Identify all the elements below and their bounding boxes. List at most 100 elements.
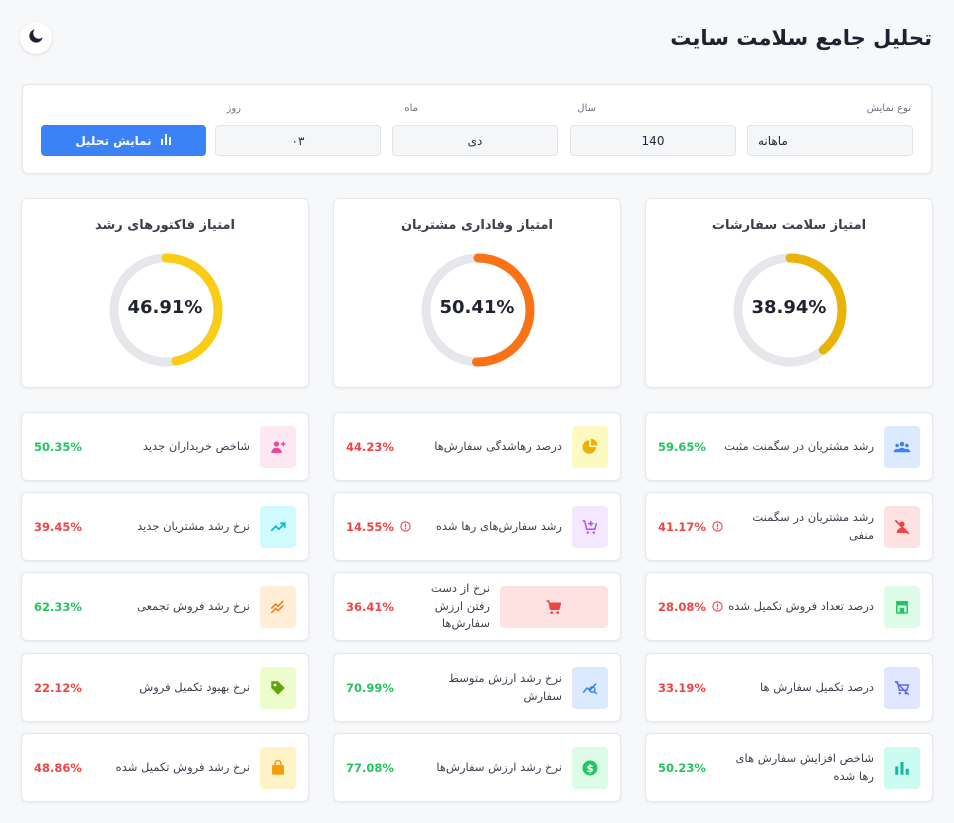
metric-icon-tile: [572, 426, 608, 468]
metric-label: نرخ از دست رفتن ارزش سفارش‌ها: [430, 580, 490, 631]
filter-panel: نوع نمایش ماهانه سال 140 ماه دی روز ۰۳ ن…: [22, 84, 932, 174]
cart-off-icon: [893, 679, 911, 697]
metric-label: نرخ رشد فروش تجمعی: [136, 598, 250, 613]
metric-card: شاخص افزایش سفارش های رها شده 50.23%: [645, 733, 933, 802]
metric-value-group: 70.99%: [346, 654, 394, 721]
metric-label: نرخ رشد مشتریان جدید: [137, 518, 250, 533]
dollar-coin-icon: $: [581, 759, 599, 777]
metric-card: شاخص خریداران جدید 50.35%: [21, 412, 309, 481]
display-type-select[interactable]: ماهانه: [747, 125, 913, 156]
metric-icon-tile: [884, 506, 920, 548]
metric-value: 36.41%: [346, 599, 394, 614]
gauge-ring: [733, 253, 847, 367]
metric-value-group: 28.08%: [658, 573, 723, 640]
metric-value: 41.17%: [658, 519, 706, 534]
metric-value-group: 77.08%: [346, 734, 394, 801]
gauge-value: 46.91%: [127, 297, 203, 318]
metric-card: $ نرخ رشد ارزش سفارش‌ها 77.08%: [333, 733, 621, 802]
pie-chart-icon: [581, 438, 599, 456]
moon-icon: [27, 27, 45, 49]
metric-card: درصد رهاشدگی سفارش‌ها 44.23%: [333, 412, 621, 481]
display-type-label: نوع نمایش: [866, 103, 911, 114]
metric-card: نرخ رشد فروش تجمعی 62.33%: [21, 572, 309, 641]
metric-icon-tile: [884, 586, 920, 628]
store-icon: [893, 598, 911, 616]
gauge-title: امتیاز وفاداری مشتریان: [400, 218, 554, 233]
day-select[interactable]: ۰۳: [215, 125, 381, 156]
metric-label: نرخ رشد ارزش سفارش‌ها: [436, 759, 562, 774]
metric-card: نرخ رشد فروش تکمیل شده 48.86%: [21, 733, 309, 802]
metric-icon-tile: [884, 426, 920, 468]
metric-value: 48.86%: [34, 760, 82, 775]
metric-card: نرخ رشد ارزش متوسط سفارش 70.99%: [333, 653, 621, 722]
metric-icon-tile: [260, 426, 296, 468]
bar-chart-icon: [160, 133, 172, 148]
metric-label: رشد سفارش‌های رها شده: [435, 518, 562, 533]
year-field: سال 140: [570, 103, 736, 156]
metric-label: شاخص خریداران جدید: [142, 438, 250, 453]
user-plus-icon: [269, 438, 287, 456]
day-label: روز: [226, 103, 242, 114]
metric-value-group: 62.33%: [34, 573, 82, 640]
metric-value: 28.08%: [658, 599, 706, 614]
metric-value-group: 48.86%: [34, 734, 82, 801]
gauge-value: 38.94%: [751, 297, 827, 318]
metric-value: 22.12%: [34, 680, 82, 695]
metric-label: درصد رهاشدگی سفارش‌ها: [434, 438, 562, 453]
cart-plus-icon: [581, 518, 599, 536]
metric-label: رشد مشتریان در سگمنت مثبت: [724, 438, 874, 453]
user-off-icon: [893, 518, 911, 536]
metric-value-group: 44.23%: [346, 413, 394, 480]
metric-value: 39.45%: [34, 519, 82, 534]
metric-value-group: 41.17%: [658, 493, 723, 560]
cart-icon: [545, 598, 563, 616]
month-label: ماه: [404, 103, 418, 114]
warning-icon: [712, 601, 723, 612]
gauge-value: 50.41%: [439, 297, 515, 318]
warning-icon: [712, 521, 723, 532]
metric-label: نرخ رشد فروش تکمیل شده: [115, 759, 250, 774]
metric-value: 50.23%: [658, 760, 706, 775]
metric-card: درصد تعداد فروش تکمیل شده 28.08%: [645, 572, 933, 641]
gauge-ring: [421, 253, 535, 367]
metric-label: رشد مشتریان در سگمنت منفی: [752, 509, 874, 542]
metric-value: 77.08%: [346, 760, 394, 775]
metric-label: شاخص افزایش سفارش های رها شده: [735, 750, 874, 783]
metric-card: نرخ بهبود تکمیل فروش 22.12%: [21, 653, 309, 722]
show-analysis-label: نمایش تحلیل: [75, 133, 152, 148]
metric-label: نرخ بهبود تکمیل فروش: [139, 679, 250, 694]
metric-value-group: 39.45%: [34, 493, 82, 560]
display-type-field: نوع نمایش ماهانه: [747, 103, 913, 156]
year-input[interactable]: 140: [570, 125, 736, 156]
metric-label: درصد تعداد فروش تکمیل شده: [728, 598, 874, 613]
gauge-progress-arc: [109, 253, 223, 367]
gauge-card: امتیاز سلامت سفارشات 38.94%: [645, 198, 933, 388]
metric-value: 14.55%: [346, 519, 394, 534]
metric-value-group: 50.35%: [34, 413, 82, 480]
metric-card: رشد مشتریان در سگمنت منفی 41.17%: [645, 492, 933, 561]
metric-icon-tile: [260, 506, 296, 548]
month-select[interactable]: دی: [392, 125, 558, 156]
svg-text:$: $: [586, 763, 593, 775]
gauge-progress-arc: [733, 253, 847, 367]
month-field: ماه دی: [392, 103, 558, 156]
show-analysis-button[interactable]: نمایش تحلیل: [41, 125, 206, 156]
gauge-progress-arc: [421, 253, 535, 367]
gauge-title: امتیاز سلامت سفارشات: [711, 218, 867, 233]
metric-card: رشد مشتریان در سگمنت مثبت 59.65%: [645, 412, 933, 481]
metric-value: 62.33%: [34, 599, 82, 614]
gauge-card: امتیاز فاکتورهای رشد 46.91%: [21, 198, 309, 388]
day-field: روز ۰۳: [215, 103, 381, 156]
theme-toggle-button[interactable]: [20, 22, 52, 54]
metric-value: 44.23%: [346, 439, 394, 454]
metric-icon-tile: [884, 747, 920, 789]
warning-icon: [400, 521, 411, 532]
gauge-ring: [109, 253, 223, 367]
trending-up-icon: [269, 518, 287, 536]
bar-chart-icon: [893, 759, 911, 777]
metric-value-group: 50.23%: [658, 734, 706, 801]
metric-icon-tile: [572, 667, 608, 709]
metric-card: نرخ از دست رفتن ارزش سفارش‌ها 36.41%: [333, 572, 621, 641]
metric-icon-tile: $: [572, 747, 608, 789]
metric-icon-tile: [260, 586, 296, 628]
